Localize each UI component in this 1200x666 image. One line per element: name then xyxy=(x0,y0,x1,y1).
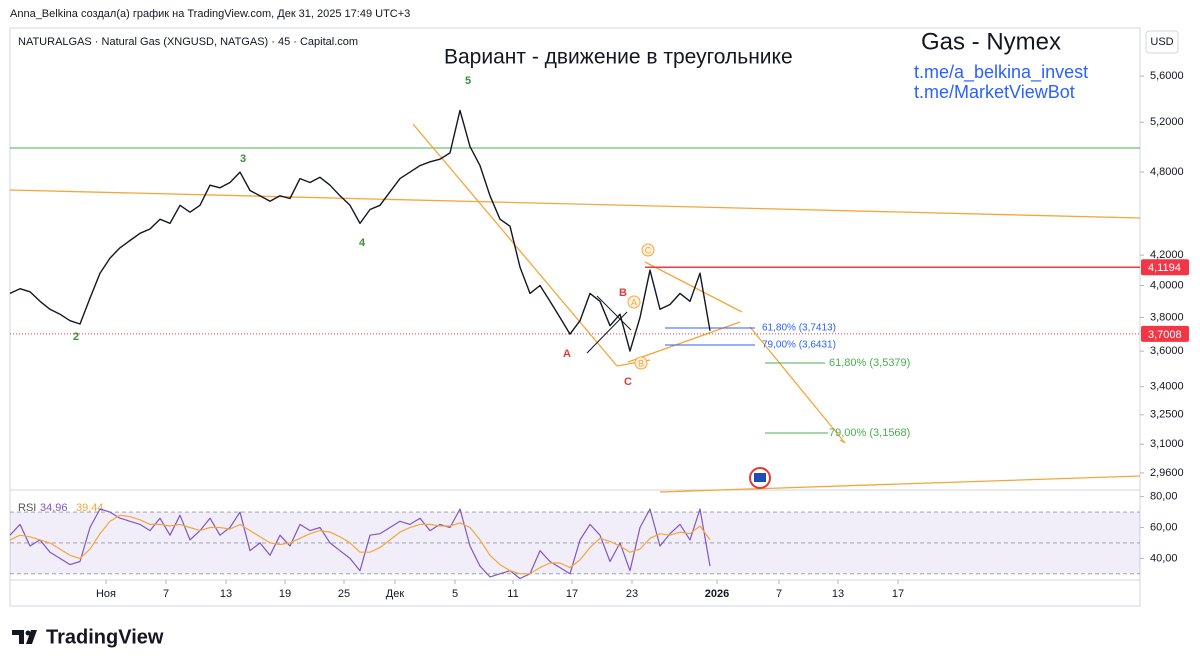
series-line xyxy=(9,508,711,580)
series-line xyxy=(9,109,711,352)
price-tag-label: 3,7008 xyxy=(1148,329,1182,341)
indicator-name: RSI xyxy=(18,502,36,514)
y-tick-label: 80,00 xyxy=(1150,491,1178,503)
projection-line xyxy=(749,326,846,444)
y-tick-label: 3,2500 xyxy=(1150,409,1184,421)
logo-mark xyxy=(12,630,37,644)
y-tick-label: 3,6000 xyxy=(1150,345,1184,357)
y-tick-label: 4,0000 xyxy=(1150,279,1184,291)
wave-label: B xyxy=(638,358,644,368)
y-tick-label: 2,9600 xyxy=(1150,467,1184,479)
y-tick-label: 3,8000 xyxy=(1150,311,1184,323)
wave-circle xyxy=(634,356,648,370)
x-tick-label: 11 xyxy=(507,588,518,600)
wave-label: C xyxy=(645,245,652,255)
x-tick-label: 13 xyxy=(832,588,844,600)
currency: USD xyxy=(1150,36,1173,48)
x-tick-label: 17 xyxy=(566,588,578,600)
y-tick-label: 5,6000 xyxy=(1150,70,1184,82)
y-tick-label: 3,1000 xyxy=(1150,438,1184,450)
trend-line xyxy=(659,475,1141,493)
wave-label: 4 xyxy=(359,237,366,249)
logo: TradingView xyxy=(12,626,164,648)
wave-label: C xyxy=(624,376,632,388)
currency-box xyxy=(1145,30,1179,54)
x-tick-label: Ноя xyxy=(96,588,116,600)
y-tick-label: 3,4000 xyxy=(1150,381,1184,393)
x-tick-label: 7 xyxy=(163,588,169,600)
chart-title: Вариант - движение в треугольнике xyxy=(444,46,793,69)
annotation: t.me/a_belkina_invest xyxy=(914,62,1088,83)
wave-label: 2 xyxy=(73,331,79,343)
price-tag-label: 4,1194 xyxy=(1148,262,1181,274)
wave-circle xyxy=(627,295,641,309)
y-tick-label: 4,2000 xyxy=(1150,249,1184,261)
fib-label: 79,00% (3,1568) xyxy=(829,427,910,439)
annotation: Gas - Nymex xyxy=(921,28,1061,55)
event-flag xyxy=(754,473,766,482)
annotation: t.me/MarketViewBot xyxy=(914,82,1075,102)
footer: TradingView xyxy=(46,626,164,648)
y-tick-label: 40,00 xyxy=(1150,552,1178,564)
x-tick-label: 19 xyxy=(279,588,291,600)
wave-label: A xyxy=(563,348,571,360)
fib-label: 61,80% (3,5379) xyxy=(829,357,910,369)
x-tick-label: 7 xyxy=(776,588,782,600)
x-tick-label: 23 xyxy=(626,588,638,600)
trend-line xyxy=(627,321,741,363)
header: Anna_Belkina создал(а) график на Trading… xyxy=(10,8,410,20)
x-tick-label: 2026 xyxy=(705,588,729,600)
triangle-line xyxy=(596,295,632,331)
indicator-value: 39,44 xyxy=(76,502,104,514)
wave-label: 3 xyxy=(240,153,246,165)
y-tick-label: 5,2000 xyxy=(1150,116,1184,128)
wave-circle xyxy=(641,243,655,257)
symbol: NATURALGAS · Natural Gas (XNGUSD, NATGAS… xyxy=(18,36,358,48)
x-tick-label: 13 xyxy=(220,588,232,600)
price-tag xyxy=(1141,259,1189,276)
x-tick-label: 17 xyxy=(892,588,904,600)
y-tick-label: 4,8000 xyxy=(1150,166,1184,178)
wave-label: 5 xyxy=(465,75,471,87)
x-tick-label: 25 xyxy=(338,588,350,600)
x-tick-label: Дек xyxy=(386,588,405,600)
fib-label: 61,80% (3,7413) xyxy=(762,323,836,334)
indicator-value: 34,96 xyxy=(40,502,68,514)
x-tick-label: 5 xyxy=(452,588,458,600)
fib-label: 79,00% (3,6431) xyxy=(762,340,836,351)
wave-label: A xyxy=(631,297,637,307)
y-tick-label: 60,00 xyxy=(1150,521,1178,533)
trend-line xyxy=(644,261,743,313)
wave-label: B xyxy=(619,287,627,299)
price-tag xyxy=(1141,325,1189,342)
trend-line xyxy=(9,189,1141,219)
logo-dot xyxy=(25,630,31,636)
series-line xyxy=(9,514,711,575)
